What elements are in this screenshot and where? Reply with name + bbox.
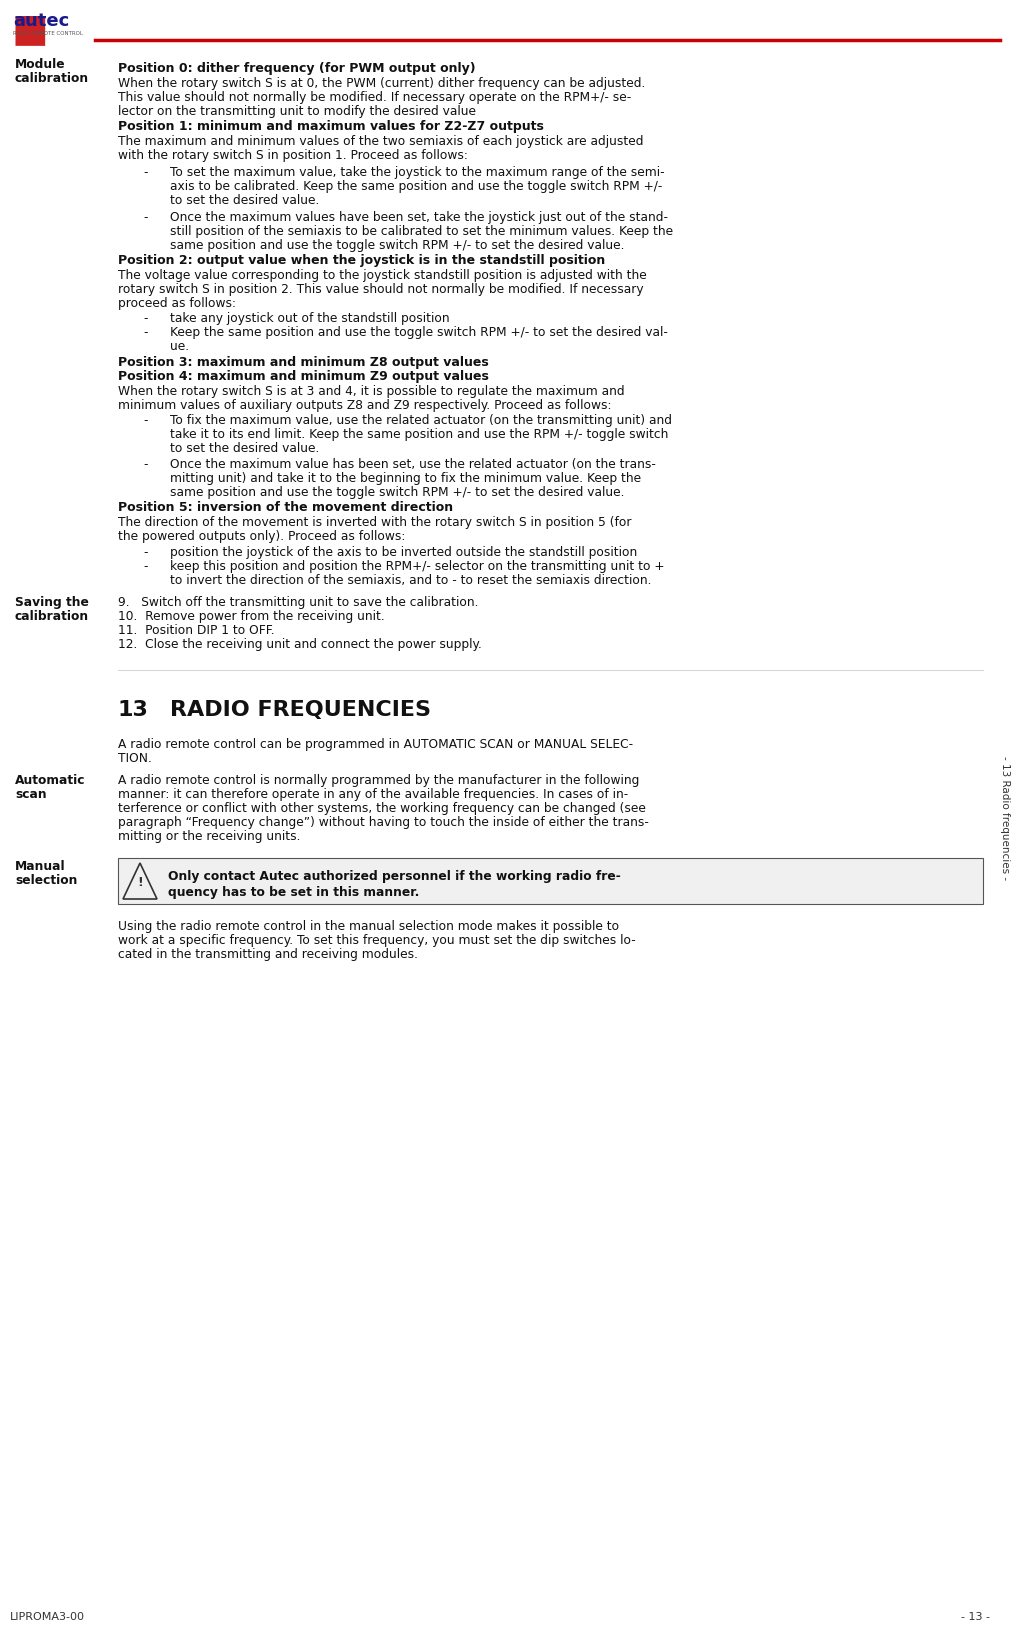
Text: -: - [143,326,148,339]
Text: Position 2: output value when the joystick is in the standstill position: Position 2: output value when the joysti… [118,254,606,267]
Text: RADIO FREQUENCIES: RADIO FREQUENCIES [170,700,431,720]
Text: mitting unit) and take it to the beginning to fix the minimum value. Keep the: mitting unit) and take it to the beginni… [170,473,641,484]
Text: to set the desired value.: to set the desired value. [170,195,320,208]
Text: ■: ■ [12,10,49,47]
Text: 9.   Switch off the transmitting unit to save the calibration.: 9. Switch off the transmitting unit to s… [118,596,478,609]
Text: calibration: calibration [15,72,90,85]
Text: A radio remote control can be programmed in AUTOMATIC SCAN or MANUAL SELEC-: A radio remote control can be programmed… [118,738,633,751]
Text: Position 0: dither frequency (for PWM output only): Position 0: dither frequency (for PWM ou… [118,62,475,75]
Text: same position and use the toggle switch RPM +/- to set the desired value.: same position and use the toggle switch … [170,239,624,252]
Text: Keep the same position and use the toggle switch RPM +/- to set the desired val-: Keep the same position and use the toggl… [170,326,668,339]
Text: Manual: Manual [15,861,65,874]
Text: The direction of the movement is inverted with the rotary switch S in position 5: The direction of the movement is inverte… [118,515,631,528]
Text: still position of the semiaxis to be calibrated to set the minimum values. Keep : still position of the semiaxis to be cal… [170,226,673,237]
Text: quency has to be set in this manner.: quency has to be set in this manner. [168,887,419,900]
Text: scan: scan [15,789,47,802]
Text: To fix the maximum value, use the related actuator (on the transmitting unit) an: To fix the maximum value, use the relate… [170,414,672,427]
Text: Only contact Autec authorized personnel if the working radio fre-: Only contact Autec authorized personnel … [168,870,621,883]
Text: terference or conflict with other systems, the working frequency can be changed : terference or conflict with other system… [118,802,645,815]
Text: -: - [143,211,148,224]
Text: -: - [143,560,148,573]
FancyBboxPatch shape [118,857,983,905]
Text: The voltage value corresponding to the joystick standstill position is adjusted : The voltage value corresponding to the j… [118,268,646,281]
Text: 12.  Close the receiving unit and connect the power supply.: 12. Close the receiving unit and connect… [118,638,482,651]
Text: Saving the: Saving the [15,596,89,609]
Text: proceed as follows:: proceed as follows: [118,298,236,309]
Text: Position 4: maximum and minimum Z9 output values: Position 4: maximum and minimum Z9 outpu… [118,370,489,383]
Text: The maximum and minimum values of the two semiaxis of each joystick are adjusted: The maximum and minimum values of the tw… [118,136,643,147]
Text: Position 3: maximum and minimum Z8 output values: Position 3: maximum and minimum Z8 outpu… [118,357,489,370]
Text: take any joystick out of the standstill position: take any joystick out of the standstill … [170,312,450,326]
Text: Automatic: Automatic [15,774,86,787]
Text: calibration: calibration [15,610,90,623]
Text: -: - [143,165,148,178]
Text: When the rotary switch S is at 0, the PWM (current) dither frequency can be adju: When the rotary switch S is at 0, the PW… [118,77,645,90]
Text: Position 1: minimum and maximum values for Z2-Z7 outputs: Position 1: minimum and maximum values f… [118,119,544,133]
Text: the powered outputs only). Proceed as follows:: the powered outputs only). Proceed as fo… [118,530,405,543]
Text: selection: selection [15,874,77,887]
Text: - 13 -: - 13 - [961,1611,989,1621]
Text: Once the maximum value has been set, use the related actuator (on the trans-: Once the maximum value has been set, use… [170,458,656,471]
Text: -: - [143,414,148,427]
Text: mitting or the receiving units.: mitting or the receiving units. [118,829,300,843]
Text: paragraph “Frequency change”) without having to touch the inside of either the t: paragraph “Frequency change”) without ha… [118,816,648,829]
Text: rotary switch S in position 2. This value should not normally be modified. If ne: rotary switch S in position 2. This valu… [118,283,643,296]
Text: cated in the transmitting and receiving modules.: cated in the transmitting and receiving … [118,947,418,960]
Text: Once the maximum values have been set, take the joystick just out of the stand-: Once the maximum values have been set, t… [170,211,668,224]
Text: work at a specific frequency. To set this frequency, you must set the dip switch: work at a specific frequency. To set thi… [118,934,636,947]
Text: position the joystick of the axis to be inverted outside the standstill position: position the joystick of the axis to be … [170,546,637,560]
Text: To set the maximum value, take the joystick to the maximum range of the semi-: To set the maximum value, take the joyst… [170,165,665,178]
Text: -: - [143,458,148,471]
Text: Using the radio remote control in the manual selection mode makes it possible to: Using the radio remote control in the ma… [118,919,619,933]
Text: This value should not normally be modified. If necessary operate on the RPM+/- s: This value should not normally be modifi… [118,92,631,105]
Text: keep this position and position the RPM+/- selector on the transmitting unit to : keep this position and position the RPM+… [170,560,665,573]
Text: ue.: ue. [170,340,189,353]
Text: !: ! [137,877,143,890]
Text: take it to its end limit. Keep the same position and use the RPM +/- toggle swit: take it to its end limit. Keep the same … [170,429,669,442]
Text: A radio remote control is normally programmed by the manufacturer in the followi: A radio remote control is normally progr… [118,774,639,787]
Text: autec: autec [13,11,69,29]
Text: lector on the transmitting unit to modify the desired value: lector on the transmitting unit to modif… [118,105,476,118]
Text: with the rotary switch S in position 1. Proceed as follows:: with the rotary switch S in position 1. … [118,149,468,162]
Text: Position 5: inversion of the movement direction: Position 5: inversion of the movement di… [118,501,453,514]
Text: TION.: TION. [118,753,152,766]
Text: axis to be calibrated. Keep the same position and use the toggle switch RPM +/-: axis to be calibrated. Keep the same pos… [170,180,663,193]
Text: LIPROMA3-00: LIPROMA3-00 [10,1611,84,1621]
Text: same position and use the toggle switch RPM +/- to set the desired value.: same position and use the toggle switch … [170,486,624,499]
Text: 13: 13 [118,700,149,720]
Text: to set the desired value.: to set the desired value. [170,442,320,455]
Text: 11.  Position DIP 1 to OFF.: 11. Position DIP 1 to OFF. [118,623,275,636]
Text: -: - [143,546,148,560]
Text: to invert the direction of the semiaxis, and to - to reset the semiaxis directio: to invert the direction of the semiaxis,… [170,574,652,587]
Text: When the rotary switch S is at 3 and 4, it is possible to regulate the maximum a: When the rotary switch S is at 3 and 4, … [118,384,625,398]
Text: 10.  Remove power from the receiving unit.: 10. Remove power from the receiving unit… [118,610,385,623]
Text: minimum values of auxiliary outputs Z8 and Z9 respectively. Proceed as follows:: minimum values of auxiliary outputs Z8 a… [118,399,612,412]
Text: - 13 Radio frequencies -: - 13 Radio frequencies - [1000,756,1010,880]
Text: Module: Module [15,57,65,70]
Text: manner: it can therefore operate in any of the available frequencies. In cases o: manner: it can therefore operate in any … [118,789,628,802]
Text: -: - [143,312,148,326]
Text: RADIO REMOTE CONTROL: RADIO REMOTE CONTROL [13,31,82,36]
